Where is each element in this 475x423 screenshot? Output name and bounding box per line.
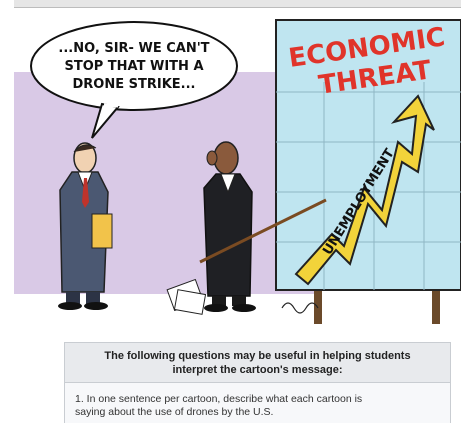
adviser-figure bbox=[58, 142, 113, 310]
president-figure bbox=[166, 141, 327, 315]
speech-bubble: ...NO, SIR- WE CAN'T STOP THAT WITH A DR… bbox=[30, 21, 238, 139]
speech-line-2: STOP THAT WITH A bbox=[64, 59, 203, 74]
artist-signature bbox=[281, 302, 319, 314]
speech-line-1: ...NO, SIR- WE CAN'T bbox=[58, 41, 209, 56]
question-line-1: 1. In one sentence per cartoon, describe… bbox=[75, 393, 363, 405]
speech-line-3: DRONE STRIKE... bbox=[73, 77, 196, 92]
economic-threat-chart: ECONOMIC THREAT UNEMPLOYMENT bbox=[275, 19, 461, 324]
question-line-2: saying about the use of drones by the U.… bbox=[75, 406, 274, 418]
questions-box: 1. In one sentence per cartoon, describe… bbox=[64, 382, 451, 423]
political-cartoon: ...NO, SIR- WE CAN'T STOP THAT WITH A DR… bbox=[14, 12, 461, 328]
caption-header: The following questions may be useful in… bbox=[64, 342, 451, 382]
top-divider bbox=[14, 0, 461, 8]
